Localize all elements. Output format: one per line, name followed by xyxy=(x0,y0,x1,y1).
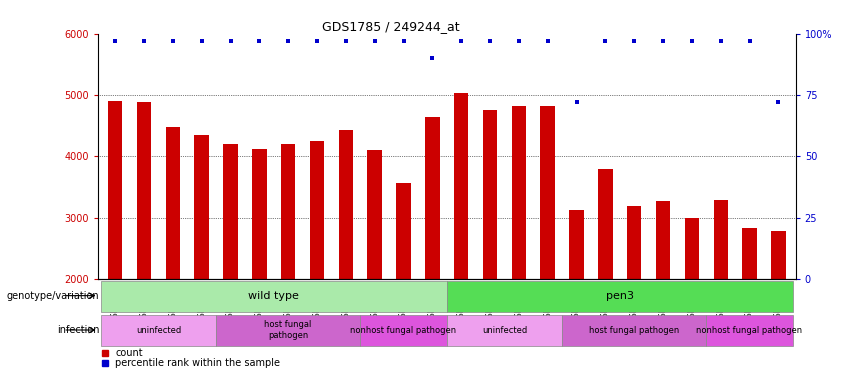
Bar xyxy=(656,201,671,375)
Text: wild type: wild type xyxy=(248,291,300,301)
Text: uninfected: uninfected xyxy=(136,326,181,334)
Text: nonhost fungal pathogen: nonhost fungal pathogen xyxy=(696,326,802,334)
Bar xyxy=(108,101,123,375)
Text: infection: infection xyxy=(57,325,100,335)
Bar xyxy=(598,169,613,375)
Text: uninfected: uninfected xyxy=(482,326,527,334)
Bar xyxy=(742,228,757,375)
Text: host fungal
pathogen: host fungal pathogen xyxy=(265,320,311,340)
Text: pen3: pen3 xyxy=(606,291,634,301)
Bar xyxy=(281,144,295,375)
Bar xyxy=(447,281,793,312)
Bar xyxy=(100,281,447,312)
Bar xyxy=(426,117,440,375)
Bar xyxy=(685,218,699,375)
Bar xyxy=(310,141,324,375)
Bar xyxy=(397,183,411,375)
Text: nonhost fungal pathogen: nonhost fungal pathogen xyxy=(351,326,457,334)
Bar xyxy=(360,315,447,346)
Bar xyxy=(713,200,728,375)
Bar xyxy=(252,149,266,375)
Text: count: count xyxy=(116,348,143,358)
Bar xyxy=(540,105,555,375)
Bar xyxy=(166,127,180,375)
Bar xyxy=(195,135,208,375)
Title: GDS1785 / 249244_at: GDS1785 / 249244_at xyxy=(323,20,460,33)
Text: host fungal pathogen: host fungal pathogen xyxy=(589,326,679,334)
Bar xyxy=(339,130,353,375)
Bar xyxy=(483,110,497,375)
Bar xyxy=(368,150,382,375)
Bar xyxy=(137,102,151,375)
Bar xyxy=(447,315,563,346)
Bar xyxy=(569,210,584,375)
Text: percentile rank within the sample: percentile rank within the sample xyxy=(116,358,280,368)
Bar xyxy=(223,144,237,375)
Bar xyxy=(454,93,468,375)
Bar xyxy=(627,206,642,375)
Bar xyxy=(706,315,793,346)
Bar xyxy=(100,315,216,346)
Bar xyxy=(216,315,360,346)
Bar xyxy=(563,315,706,346)
Bar xyxy=(511,105,526,375)
Bar xyxy=(771,231,785,375)
Text: genotype/variation: genotype/variation xyxy=(7,291,100,301)
